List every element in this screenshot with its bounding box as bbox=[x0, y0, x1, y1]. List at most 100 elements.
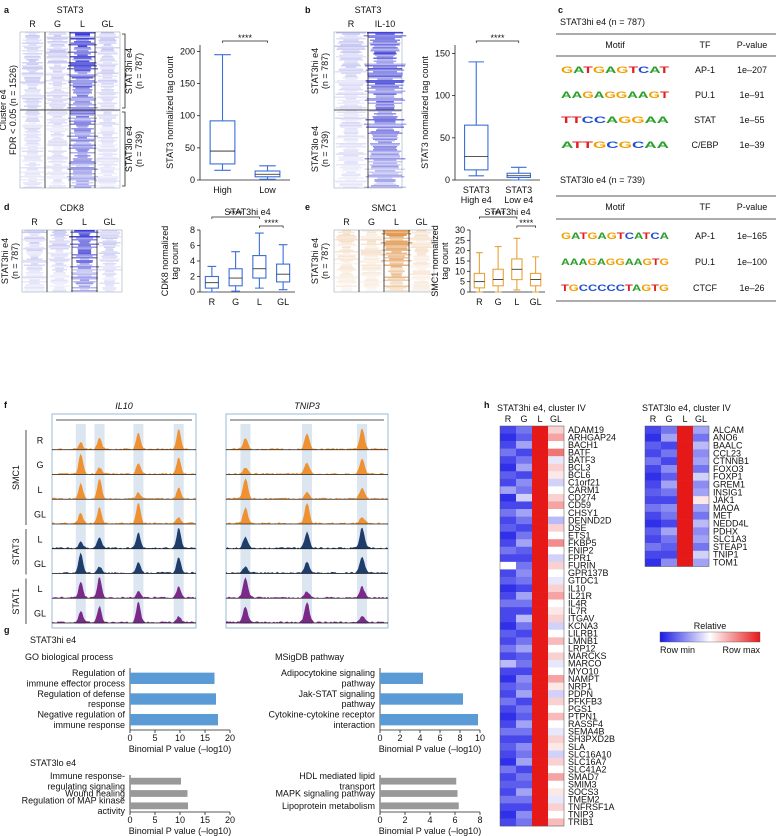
column-label: G bbox=[520, 414, 527, 424]
row-label: CARM1 bbox=[568, 485, 600, 495]
heatmap-texture bbox=[412, 284, 431, 286]
heatmap-texture bbox=[49, 281, 69, 283]
heatmap-texture bbox=[342, 50, 360, 52]
heatmap-texture bbox=[96, 147, 119, 149]
heatmap-texture bbox=[74, 101, 91, 103]
heatmap-texture bbox=[102, 267, 117, 269]
heatmap-texture bbox=[69, 152, 96, 154]
heatmap-cell bbox=[532, 780, 548, 789]
row-label: DENND2D bbox=[568, 515, 612, 525]
heatmap-cell bbox=[661, 496, 677, 505]
heatmap-texture bbox=[99, 186, 115, 188]
column-label: R bbox=[650, 414, 657, 424]
heatmap-texture bbox=[375, 83, 395, 85]
heatmap-texture bbox=[344, 104, 358, 106]
heatmap-texture bbox=[45, 98, 70, 100]
heatmap-texture bbox=[95, 185, 120, 187]
heatmap-texture bbox=[339, 36, 363, 38]
heatmap-texture bbox=[49, 240, 70, 242]
heatmap-texture bbox=[345, 98, 357, 100]
heatmap-texture bbox=[98, 233, 121, 235]
track-group-label: SMC1 bbox=[11, 465, 21, 490]
heatmap-texture bbox=[27, 51, 38, 53]
heatmap-texture bbox=[28, 180, 37, 182]
heatmap-texture bbox=[22, 239, 47, 241]
x-tick-label: 15 bbox=[200, 815, 210, 825]
heatmap-texture bbox=[339, 108, 363, 110]
heatmap-texture bbox=[100, 146, 115, 148]
heatmap-texture bbox=[409, 266, 434, 268]
heatmap-cell bbox=[516, 818, 532, 827]
heatmap-texture bbox=[390, 239, 403, 241]
cluster-label: STAT3hi e4(n = 787) bbox=[310, 48, 330, 94]
heatmap-texture bbox=[373, 149, 398, 151]
heatmap-texture bbox=[77, 251, 92, 253]
heatmap-cell bbox=[500, 433, 516, 442]
heatmap-texture bbox=[101, 126, 114, 128]
x-tick-label: 8 bbox=[477, 815, 482, 825]
heatmap-texture bbox=[69, 36, 96, 38]
y-tick-label: 4 bbox=[190, 256, 195, 266]
heatmap-texture bbox=[98, 173, 118, 175]
heatmap-texture bbox=[340, 273, 353, 275]
heatmap-cell bbox=[548, 622, 564, 631]
heatmap-cell bbox=[532, 758, 548, 766]
heatmap-cell bbox=[532, 818, 548, 827]
tf-name: CTCF bbox=[693, 283, 717, 293]
heatmap-texture bbox=[67, 68, 98, 70]
heatmap-texture bbox=[46, 53, 69, 55]
heatmap-cell bbox=[500, 584, 516, 593]
heatmap-cell bbox=[532, 614, 548, 623]
x-axis-label: Binomial P value (–log10) bbox=[129, 744, 231, 754]
heatmap-cell bbox=[516, 795, 532, 804]
heatmap-texture bbox=[100, 105, 115, 107]
heatmap-cell bbox=[532, 788, 548, 797]
heatmap-cell bbox=[645, 527, 661, 536]
heatmap-texture bbox=[104, 284, 115, 286]
heatmap-cell bbox=[500, 493, 516, 502]
heatmap-cell bbox=[693, 558, 709, 567]
significance-bracket bbox=[475, 40, 520, 43]
heatmap-texture bbox=[99, 282, 120, 284]
heatmap-texture bbox=[26, 267, 43, 269]
row-label: BATF3 bbox=[568, 455, 595, 465]
heatmap-cell bbox=[532, 765, 548, 774]
whisker-low bbox=[475, 287, 483, 293]
heatmap-texture bbox=[74, 134, 91, 136]
heatmap-texture bbox=[77, 95, 88, 97]
heatmap-texture bbox=[20, 176, 45, 178]
heatmap-texture bbox=[101, 255, 118, 257]
heatmap-cell bbox=[548, 524, 564, 532]
heatmap-texture bbox=[68, 104, 97, 106]
table-header: Motif bbox=[605, 40, 625, 50]
heatmap-texture bbox=[46, 57, 69, 59]
heatmap-texture bbox=[344, 90, 358, 92]
heatmap-texture bbox=[376, 62, 394, 64]
heatmap-texture bbox=[55, 267, 64, 269]
heatmap-texture bbox=[20, 171, 45, 173]
bar bbox=[380, 672, 423, 685]
heatmap-cell bbox=[677, 543, 693, 552]
column-label: R bbox=[31, 217, 38, 227]
heatmap-texture bbox=[373, 113, 397, 115]
heatmap-texture bbox=[24, 137, 41, 139]
heatmap-cell bbox=[677, 433, 693, 442]
heatmap-texture bbox=[335, 56, 367, 58]
heatmap-texture bbox=[370, 144, 400, 146]
heatmap-cell bbox=[548, 584, 564, 593]
heatmap-texture bbox=[52, 39, 63, 41]
heatmap-texture bbox=[75, 33, 90, 35]
whisker-low bbox=[532, 285, 540, 293]
heatmap-texture bbox=[338, 240, 355, 242]
heatmap-texture bbox=[415, 248, 428, 250]
row-label: CTNNB1 bbox=[713, 456, 749, 466]
heatmap-texture bbox=[338, 156, 364, 158]
coverage-track bbox=[52, 528, 196, 549]
heatmap-texture bbox=[100, 71, 115, 73]
heatmap-texture bbox=[52, 69, 63, 71]
heatmap-texture bbox=[20, 179, 45, 181]
heatmap-texture bbox=[100, 260, 119, 262]
y-tick-label: 30 bbox=[455, 225, 465, 235]
heatmap-texture bbox=[368, 150, 402, 152]
heatmap-texture bbox=[49, 276, 70, 278]
